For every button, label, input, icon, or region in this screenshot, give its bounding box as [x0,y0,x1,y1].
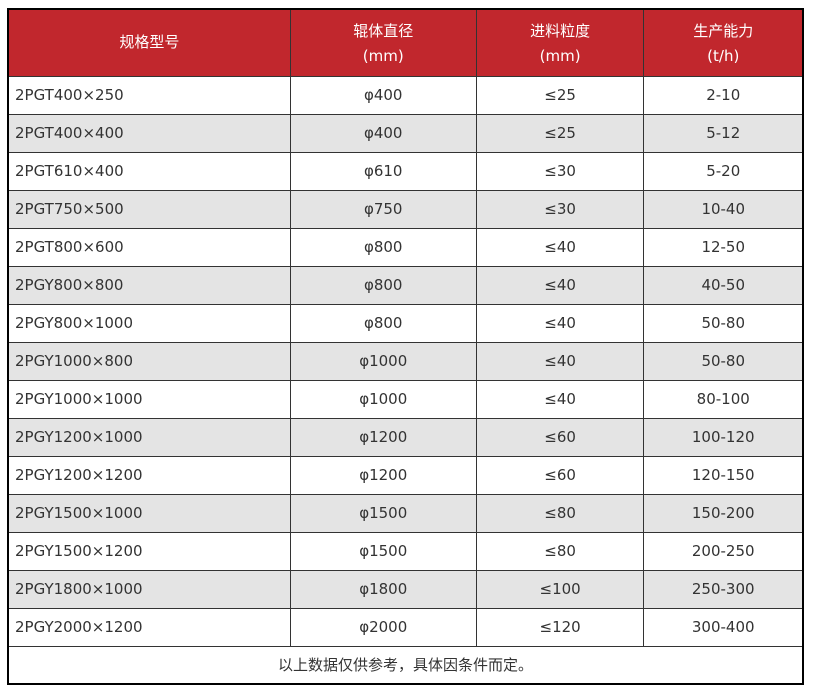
capacity-cell: 5-12 [643,113,804,153]
feed-size-cell: ≤40 [475,265,645,305]
roller-diameter-cell: φ610 [289,151,477,191]
model-cell: 2PGY1800×1000 [7,569,291,609]
roller-diameter-cell: φ800 [289,303,477,343]
capacity-cell: 50-80 [643,341,804,381]
model-cell: 2PGY800×800 [7,265,291,305]
spec-table-footer: 以上数据仅供参考，具体因条件而定。 [7,645,804,685]
capacity-cell: 100-120 [643,417,804,457]
capacity-cell: 150-200 [643,493,804,533]
table-row: 2PGT400×400 φ400 ≤25 5-12 [7,113,804,153]
capacity-cell: 200-250 [643,531,804,571]
capacity-cell: 50-80 [643,303,804,343]
roller-diameter-cell: φ800 [289,265,477,305]
model-cell: 2PGT400×400 [7,113,291,153]
feed-size-cell: ≤60 [475,455,645,495]
table-row: 2PGY1000×1000 φ1000 ≤40 80-100 [7,379,804,419]
feed-size-cell: ≤40 [475,303,645,343]
roller-diameter-cell: φ1800 [289,569,477,609]
roller-diameter-cell: φ1500 [289,493,477,533]
model-cell: 2PGY1200×1200 [7,455,291,495]
roller-diameter-cell: φ1500 [289,531,477,571]
table-row: 2PGY1800×1000 φ1800 ≤100 250-300 [7,569,804,609]
feed-size-cell: ≤25 [475,75,645,115]
table-row: 2PGY1200×1000 φ1200 ≤60 100-120 [7,417,804,457]
capacity-cell: 12-50 [643,227,804,267]
feed-size-cell: ≤40 [475,227,645,267]
header-row: 规格型号 辊体直径 (mm) 进料粒度 (mm) 生产能力 (t/h) [7,8,804,77]
capacity-cell: 5-20 [643,151,804,191]
model-cell: 2PGY1500×1000 [7,493,291,533]
header-feed-size: 进料粒度 (mm) [475,8,645,77]
table-row: 2PGT400×250 φ400 ≤25 2-10 [7,75,804,115]
feed-size-cell: ≤100 [475,569,645,609]
roller-diameter-cell: φ1000 [289,379,477,419]
roller-diameter-cell: φ800 [289,227,477,267]
model-cell: 2PGY800×1000 [7,303,291,343]
feed-size-cell: ≤80 [475,493,645,533]
roller-diameter-cell: φ1000 [289,341,477,381]
model-cell: 2PGT400×250 [7,75,291,115]
feed-size-cell: ≤80 [475,531,645,571]
header-model: 规格型号 [7,8,291,77]
header-roller-diameter: 辊体直径 (mm) [289,8,477,77]
spec-table-header: 规格型号 辊体直径 (mm) 进料粒度 (mm) 生产能力 (t/h) [7,8,804,77]
capacity-cell: 80-100 [643,379,804,419]
feed-size-cell: ≤120 [475,607,645,647]
header-capacity: 生产能力 (t/h) [643,8,804,77]
model-cell: 2PGY1000×800 [7,341,291,381]
model-cell: 2PGT750×500 [7,189,291,229]
feed-size-cell: ≤60 [475,417,645,457]
roller-diameter-cell: φ750 [289,189,477,229]
spec-table-body: 2PGT400×250 φ400 ≤25 2-10 2PGT400×400 φ400 ≤25… [7,75,804,647]
capacity-cell: 120-150 [643,455,804,495]
header-capacity-label: 生产能力 [693,22,754,40]
capacity-cell: 40-50 [643,265,804,305]
capacity-cell: 250-300 [643,569,804,609]
roller-diameter-cell: φ400 [289,75,477,115]
table-row: 2PGY800×1000 φ800 ≤40 50-80 [7,303,804,343]
header-roller-diameter-label: 辊体直径 [353,22,414,40]
table-row: 2PGY1500×1000 φ1500 ≤80 150-200 [7,493,804,533]
feed-size-cell: ≤25 [475,113,645,153]
model-cell: 2PGT610×400 [7,151,291,191]
roller-diameter-cell: φ400 [289,113,477,153]
footer-row: 以上数据仅供参考，具体因条件而定。 [7,645,804,685]
header-capacity-unit: (t/h) [707,47,740,65]
table-row: 2PGT610×400 φ610 ≤30 5-20 [7,151,804,191]
header-feed-size-label: 进料粒度 [530,22,591,40]
capacity-cell: 300-400 [643,607,804,647]
table-row: 2PGY2000×1200 φ2000 ≤120 300-400 [7,607,804,647]
roller-diameter-cell: φ2000 [289,607,477,647]
footer-note: 以上数据仅供参考，具体因条件而定。 [7,645,804,685]
feed-size-cell: ≤40 [475,341,645,381]
header-roller-diameter-unit: (mm) [362,47,404,65]
table-row: 2PGY1500×1200 φ1500 ≤80 200-250 [7,531,804,571]
model-cell: 2PGY1000×1000 [7,379,291,419]
table-row: 2PGY1200×1200 φ1200 ≤60 120-150 [7,455,804,495]
table-row: 2PGT750×500 φ750 ≤30 10-40 [7,189,804,229]
table-row: 2PGT800×600 φ800 ≤40 12-50 [7,227,804,267]
model-cell: 2PGT800×600 [7,227,291,267]
model-cell: 2PGY1200×1000 [7,417,291,457]
model-cell: 2PGY2000×1200 [7,607,291,647]
feed-size-cell: ≤40 [475,379,645,419]
capacity-cell: 10-40 [643,189,804,229]
roller-diameter-cell: φ1200 [289,455,477,495]
table-row: 2PGY1000×800 φ1000 ≤40 50-80 [7,341,804,381]
table-row: 2PGY800×800 φ800 ≤40 40-50 [7,265,804,305]
model-cell: 2PGY1500×1200 [7,531,291,571]
roller-diameter-cell: φ1200 [289,417,477,457]
header-model-label: 规格型号 [119,33,180,52]
header-feed-size-unit: (mm) [539,47,581,65]
feed-size-cell: ≤30 [475,151,645,191]
feed-size-cell: ≤30 [475,189,645,229]
spec-table: 规格型号 辊体直径 (mm) 进料粒度 (mm) 生产能力 (t/h) 2PGT… [7,8,804,685]
capacity-cell: 2-10 [643,75,804,115]
